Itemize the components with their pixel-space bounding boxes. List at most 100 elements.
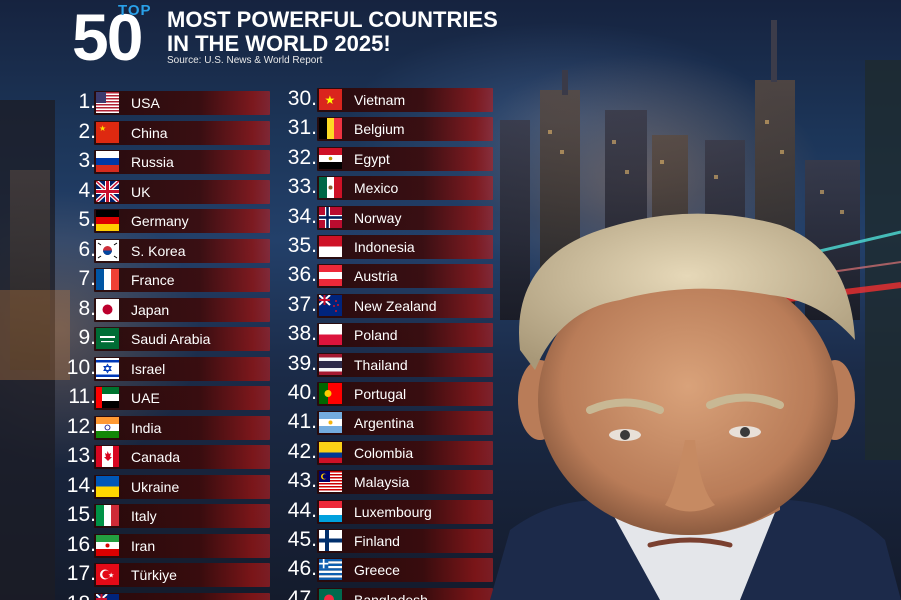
- row-bar-background: [317, 440, 493, 465]
- country-name: Ukraine: [131, 478, 180, 495]
- row-bar-background: [94, 150, 270, 174]
- row-bar-background: [94, 504, 270, 528]
- country-name: Germany: [131, 213, 189, 229]
- rank-number: 42.: [287, 439, 317, 463]
- country-name: France: [131, 272, 175, 288]
- country-name: Russia: [131, 154, 174, 170]
- germany-flag-icon: [96, 210, 119, 231]
- china-flag-icon: ★: [96, 121, 119, 143]
- country-name: Portugal: [354, 386, 407, 402]
- austria-flag-icon: [319, 265, 342, 287]
- list-item: 15. Italy: [60, 502, 280, 528]
- country-name: Iran: [131, 537, 156, 554]
- row-bar-background: [317, 587, 493, 600]
- list-item: 2. ★ China: [60, 119, 280, 145]
- list-item: 30. ★ Vietnam: [283, 86, 503, 112]
- list-item: 6. S. Korea: [60, 237, 280, 263]
- greece-flag-icon: [319, 559, 342, 581]
- list-item: 18.★ Australia: [60, 591, 280, 600]
- list-item: 36. Austria: [283, 262, 503, 289]
- row-bar-background: [317, 352, 493, 377]
- portrait-photo: [490, 213, 901, 600]
- country-name: Thailand: [354, 356, 408, 373]
- portugal-flag-icon: [319, 383, 342, 404]
- country-name: Malaysia: [354, 474, 410, 491]
- rank-number: 3.: [78, 149, 96, 172]
- row-bar-background: [94, 268, 270, 292]
- country-name: Japan: [131, 301, 170, 318]
- country-name: Canada: [131, 449, 181, 465]
- bangladesh-flag-icon: [319, 588, 342, 600]
- list-item: 34. Norway: [283, 204, 503, 230]
- rank-number: 30.: [287, 87, 317, 110]
- list-item: 17. ★ Türkiye: [60, 561, 280, 587]
- rank-number: 4.: [78, 178, 96, 202]
- row-bar-background: [317, 235, 493, 259]
- row-bar-background: [317, 264, 493, 289]
- rank-number: 11.: [68, 385, 96, 408]
- vietnam-flag-icon: ★: [319, 89, 342, 110]
- list-item: 40. Portugal: [283, 380, 503, 406]
- country-name: UAE: [131, 390, 160, 406]
- list-item: 37. New Zealand: [283, 292, 503, 318]
- finland-flag-icon: [319, 530, 342, 551]
- country-name: Colombia: [354, 444, 414, 461]
- row-bar-background: [94, 91, 270, 115]
- svg-text:★: ★: [99, 124, 106, 133]
- iran-flag-icon: [96, 534, 119, 556]
- country-name: Australia: [131, 591, 185, 600]
- svg-text:★: ★: [108, 572, 114, 580]
- rank-number: 47.: [287, 586, 317, 600]
- country-name: Mexico: [354, 180, 399, 197]
- rank-number: 37.: [287, 292, 317, 316]
- country-name: Italy: [131, 508, 157, 524]
- rank-number: 2.: [78, 119, 96, 143]
- rank-number: 35.: [287, 234, 317, 257]
- row-bar-background: [317, 529, 493, 553]
- rank-number: 17.: [66, 562, 96, 585]
- list-item: 13. Canada: [60, 443, 280, 469]
- row-bar-background: [94, 179, 270, 204]
- row-bar-background: [94, 533, 270, 558]
- row-bar-background: [317, 323, 493, 348]
- luxembourg-flag-icon: [319, 500, 342, 522]
- list-item: 42. Colombia: [283, 439, 503, 465]
- rank-number: 14.: [66, 473, 96, 497]
- country-name: Indonesia: [354, 239, 415, 255]
- italy-flag-icon: [96, 505, 119, 526]
- page-header: 50 TOP MOST POWERFUL COUNTRIES IN THE WO…: [72, 2, 532, 72]
- title-line-2: IN THE WORLD 2025!: [167, 31, 391, 56]
- country-name: Argentina: [354, 415, 414, 432]
- list-item: 10. Israel: [60, 355, 280, 381]
- list-item: 12. India: [60, 414, 280, 440]
- country-name: Poland: [354, 327, 398, 344]
- russia-flag-icon: [96, 151, 119, 172]
- rank-number: 18.: [60, 591, 96, 600]
- rank-number: 5.: [78, 208, 96, 231]
- rank-number: 41.: [287, 410, 317, 434]
- india-flag-icon: [96, 416, 119, 438]
- list-item: 14. Ukraine: [60, 473, 280, 499]
- south-korea-flag-icon: [96, 239, 119, 261]
- country-name: Saudi Arabia: [131, 331, 211, 347]
- title-line-1: MOST POWERFUL COUNTRIES: [167, 7, 498, 32]
- country-name: China: [131, 124, 168, 141]
- headline-number: 50: [72, 0, 143, 74]
- row-bar-background: [317, 470, 493, 495]
- rank-number: 12.: [66, 414, 96, 438]
- list-item: 31. Belgium: [283, 115, 503, 142]
- japan-flag-icon: [96, 298, 119, 320]
- list-item: 7. France: [60, 266, 280, 292]
- country-name: Austria: [354, 268, 398, 285]
- list-item: 33. Mexico: [283, 174, 503, 201]
- country-name: Greece: [354, 562, 400, 579]
- indonesia-flag-icon: [319, 236, 342, 257]
- list-item: 5. Germany: [60, 207, 280, 233]
- uk-flag-icon: [96, 180, 119, 202]
- list-item: 39. Thailand: [283, 351, 503, 377]
- row-bar-background: [317, 146, 493, 171]
- row-bar-background: [94, 120, 270, 145]
- rank-number: 43.: [287, 469, 317, 493]
- country-name: Türkiye: [131, 567, 177, 583]
- country-name: Luxembourg: [354, 503, 432, 520]
